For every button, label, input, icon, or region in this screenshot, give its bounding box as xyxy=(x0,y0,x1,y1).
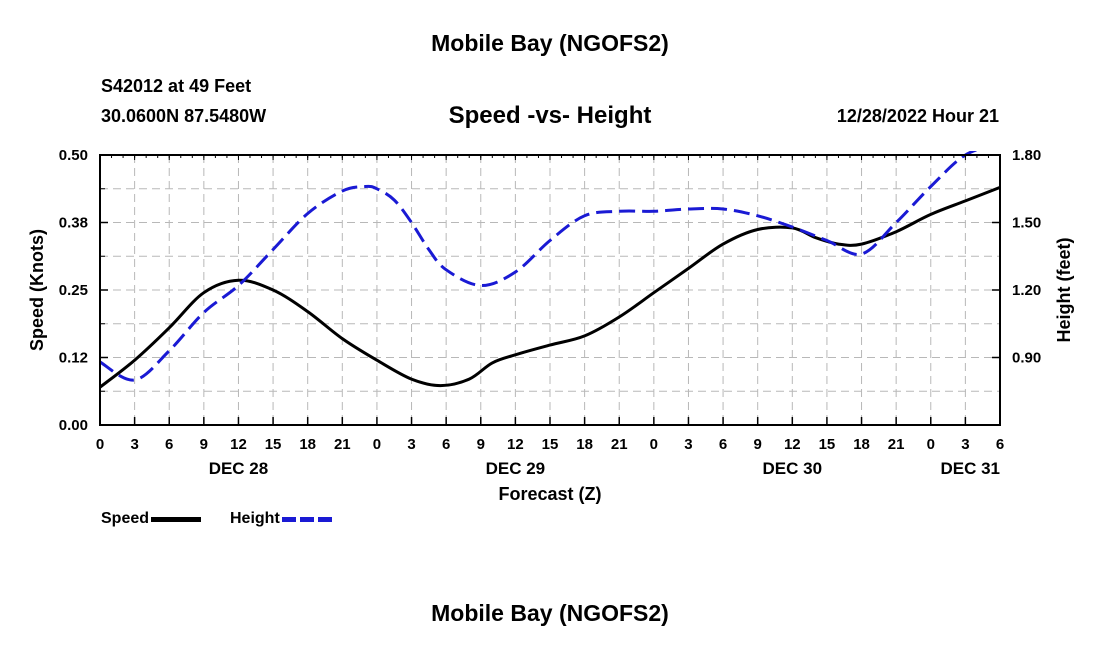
x-tick-label: 15 xyxy=(542,436,559,453)
x-tick-label: 9 xyxy=(754,436,762,453)
x-tick-label: 18 xyxy=(299,436,316,453)
x-tick-label: 12 xyxy=(507,436,524,453)
x-tick-label: 21 xyxy=(334,436,351,453)
legend-height: Height xyxy=(230,510,332,528)
x-tick-label: 6 xyxy=(442,436,450,453)
x-tick-label: 0 xyxy=(927,436,935,453)
x-tick-label: 15 xyxy=(819,436,836,453)
y2-tick-label: 1.80 xyxy=(1012,147,1041,164)
x-tick-label: 3 xyxy=(407,436,415,453)
footer-title: Mobile Bay (NGOFS2) xyxy=(431,600,669,626)
x-tick-label: 21 xyxy=(888,436,905,453)
x-tick-label: 6 xyxy=(719,436,727,453)
date-label: DEC 31 xyxy=(940,459,1000,478)
run-time-label: 12/28/2022 Hour 21 xyxy=(836,106,999,126)
series-line-speed xyxy=(100,186,1000,389)
legend-height-label: Height xyxy=(230,510,280,527)
date-label: DEC 30 xyxy=(763,459,823,478)
y2-tick-label: 1.50 xyxy=(1012,215,1041,232)
x-tick-label: 21 xyxy=(611,436,628,453)
x-tick-label: 18 xyxy=(576,436,593,453)
x-tick-label: 6 xyxy=(165,436,173,453)
y-tick-label: 0.38 xyxy=(59,215,88,232)
legend-speed-label: Speed xyxy=(101,510,150,527)
legend-speed-swatch xyxy=(151,516,202,522)
x-tick-label: 15 xyxy=(265,436,282,453)
x-tick-label: 12 xyxy=(230,436,247,453)
y-tick-label: 0.00 xyxy=(59,417,88,434)
y2-axis-label: Height (feet) xyxy=(1054,238,1074,343)
x-tick-label: 6 xyxy=(996,436,1004,453)
x-tick-label: 0 xyxy=(96,436,104,453)
chart-title: Mobile Bay (NGOFS2) xyxy=(431,30,669,56)
x-tick-label: 3 xyxy=(130,436,138,453)
chart-subtitle: Speed -vs- Height xyxy=(448,102,652,129)
y2-tick-label: 0.90 xyxy=(1012,350,1041,367)
legend-height-swatch xyxy=(281,516,332,522)
x-tick-label: 9 xyxy=(477,436,485,453)
axes-layer: 0 3 6 9 12 15 18 21 0 3 6 9 12 15 18 21 0 3 6 9 12 15 18 21 0 3 6 D… xyxy=(59,147,1041,478)
series-layer xyxy=(100,151,1000,389)
y-axis-label: Speed (Knots) xyxy=(27,229,47,351)
y-tick-label: 0.50 xyxy=(59,147,88,164)
coordinates-label: 30.0600N 87.5480W xyxy=(101,106,267,126)
x-tick-label: 0 xyxy=(373,436,381,453)
grid-layer xyxy=(100,155,1000,425)
x-tick-label: 3 xyxy=(961,436,969,453)
x-tick-label: 12 xyxy=(784,436,801,453)
date-label: DEC 29 xyxy=(486,459,546,478)
x-tick-label: 9 xyxy=(200,436,208,453)
y-tick-label: 0.25 xyxy=(59,282,88,299)
date-label: DEC 28 xyxy=(209,459,269,478)
y2-tick-label: 1.20 xyxy=(1012,282,1041,299)
series-line-height xyxy=(100,151,979,382)
station-label: S42012 at 49 Feet xyxy=(101,76,252,96)
x-tick-label: 3 xyxy=(684,436,692,453)
x-tick-label: 0 xyxy=(650,436,658,453)
x-axis-label: Forecast (Z) xyxy=(498,484,601,504)
x-tick-label: 18 xyxy=(853,436,870,453)
y-tick-label: 0.12 xyxy=(59,350,88,367)
legend-speed: Speed xyxy=(101,510,202,528)
